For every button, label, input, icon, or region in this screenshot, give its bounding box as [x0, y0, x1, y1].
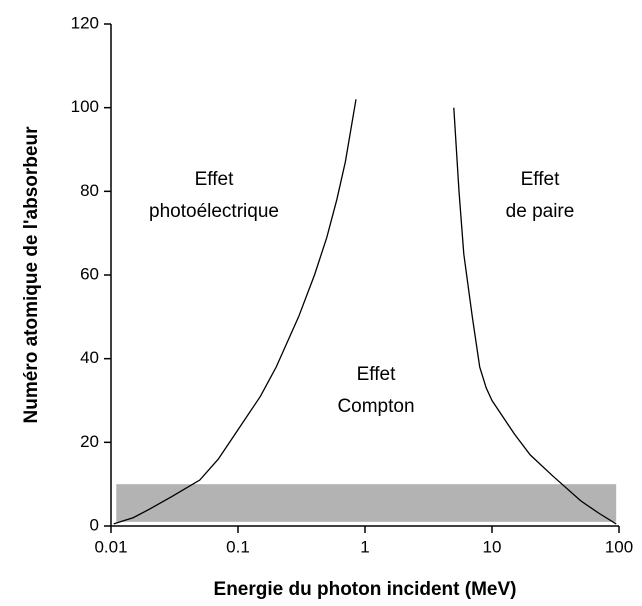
x-tick-label: 1: [360, 537, 369, 556]
annotation: Compton: [337, 396, 414, 417]
curve: [453, 107, 617, 525]
y-tick-label: 20: [80, 432, 99, 451]
x-tick-label: 100: [605, 537, 633, 556]
annotation: Effet: [521, 169, 560, 190]
annotation: Effet: [357, 364, 396, 385]
y-tick-label: 40: [80, 348, 99, 367]
y-axis-title: Numéro atomique de l'absorbeur: [21, 126, 42, 424]
annotation: de paire: [506, 201, 575, 222]
shaded-band: [116, 484, 617, 522]
x-tick-label: 0.1: [226, 537, 250, 556]
x-tick-label: 0.01: [94, 537, 127, 556]
y-tick-label: 80: [80, 181, 99, 200]
x-tick-label: 10: [483, 537, 502, 556]
curve: [113, 99, 357, 525]
annotation: photoélectrique: [149, 201, 279, 222]
annotation: Effet: [195, 169, 234, 190]
y-tick-label: 0: [90, 515, 99, 534]
y-tick-label: 120: [71, 13, 99, 32]
y-tick-label: 60: [80, 264, 99, 283]
y-tick-label: 100: [71, 97, 99, 116]
x-axis-title: Energie du photon incident (MeV): [214, 579, 517, 600]
